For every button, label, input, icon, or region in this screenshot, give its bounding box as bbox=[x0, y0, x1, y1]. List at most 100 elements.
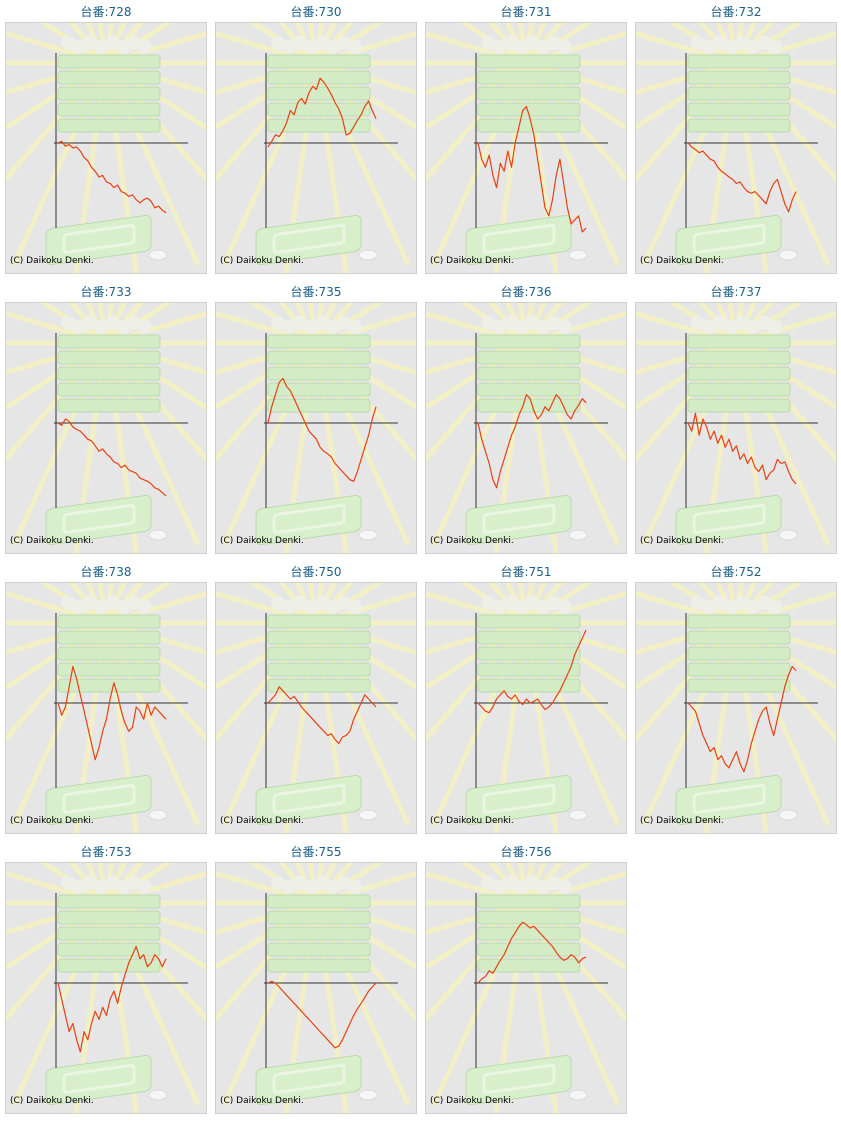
background-ray bbox=[523, 303, 564, 346]
background-ray bbox=[488, 23, 529, 66]
background-tray bbox=[687, 646, 791, 661]
series-line bbox=[267, 686, 377, 745]
chart-panel: (C) Daikoku Denki. bbox=[635, 302, 837, 554]
background-ray bbox=[103, 583, 128, 626]
chart-panel: (C) Daikoku Denki. bbox=[425, 302, 627, 554]
background-figure bbox=[492, 40, 506, 54]
background-ray bbox=[103, 303, 128, 346]
background-figure bbox=[735, 316, 749, 330]
background-tray bbox=[687, 398, 791, 413]
background-figure bbox=[94, 40, 108, 54]
background-tray bbox=[267, 398, 371, 413]
background-figure bbox=[492, 320, 506, 334]
background-figure bbox=[348, 880, 362, 894]
chart-cell: 台番:732 (C) Daikoku Denki. bbox=[634, 0, 838, 280]
chart-svg bbox=[636, 303, 836, 553]
chart-title: 台番:731 bbox=[500, 5, 552, 19]
background-tray bbox=[267, 350, 371, 365]
background-ray bbox=[68, 863, 109, 906]
chart-title: 台番:733 bbox=[80, 285, 132, 299]
background-figure bbox=[304, 40, 318, 54]
background-tray bbox=[687, 382, 791, 397]
background-ray bbox=[216, 591, 319, 626]
background-ray bbox=[278, 303, 319, 346]
chart-svg bbox=[216, 863, 416, 1113]
background-coin bbox=[568, 529, 588, 541]
background-figure bbox=[702, 40, 716, 54]
background-figure bbox=[525, 36, 539, 50]
background-ray bbox=[313, 863, 325, 906]
background-ray bbox=[523, 303, 548, 346]
background-figure bbox=[304, 600, 318, 614]
background-figure bbox=[315, 876, 329, 890]
background-ray bbox=[313, 23, 325, 66]
background-figure bbox=[337, 596, 351, 610]
background-figure bbox=[768, 320, 782, 334]
background-ray bbox=[733, 23, 745, 66]
chart-cell: 台番:750 (C) Daikoku Denki. bbox=[214, 560, 418, 840]
background-ray bbox=[103, 303, 144, 346]
background-figure bbox=[72, 320, 86, 334]
background-ray bbox=[517, 303, 529, 346]
background-tray bbox=[57, 894, 161, 909]
background-coin bbox=[568, 809, 588, 821]
chart-panel: (C) Daikoku Denki. bbox=[5, 862, 207, 1114]
background-ray bbox=[313, 863, 354, 906]
background-tray bbox=[57, 54, 161, 69]
background-ray bbox=[733, 583, 745, 626]
background-base-inner bbox=[482, 1063, 556, 1094]
background-ray bbox=[733, 23, 774, 66]
background-tray bbox=[687, 86, 791, 101]
background-figure bbox=[547, 876, 561, 890]
background-ray bbox=[294, 303, 319, 346]
copyright-text: (C) Daikoku Denki. bbox=[640, 256, 724, 266]
chart-panel: (C) Daikoku Denki. bbox=[215, 582, 417, 834]
background-figure bbox=[127, 876, 141, 890]
chart-title: 台番:730 bbox=[290, 5, 342, 19]
background-ray bbox=[698, 303, 739, 346]
background-base-inner bbox=[692, 223, 766, 254]
background-tray bbox=[267, 334, 371, 349]
background-tray bbox=[267, 382, 371, 397]
background-tray bbox=[477, 118, 581, 133]
background-figure bbox=[271, 876, 285, 890]
background-figure bbox=[271, 316, 285, 330]
series-line bbox=[477, 629, 587, 714]
background-figure bbox=[768, 600, 782, 614]
background-figure bbox=[525, 596, 539, 610]
background-tray bbox=[267, 54, 371, 69]
background-figure bbox=[61, 36, 75, 50]
background-ray bbox=[278, 583, 319, 626]
background-figure bbox=[116, 40, 130, 54]
background-tray bbox=[477, 86, 581, 101]
background-tray bbox=[687, 70, 791, 85]
background-tray bbox=[57, 70, 161, 85]
background-figure bbox=[503, 876, 517, 890]
background-figure bbox=[558, 600, 572, 614]
background-ray bbox=[103, 23, 115, 66]
background-tray bbox=[267, 614, 371, 629]
background-figure bbox=[282, 40, 296, 54]
background-coin bbox=[358, 809, 378, 821]
background-ray bbox=[216, 871, 319, 906]
background-ray bbox=[294, 23, 319, 66]
background-tray bbox=[267, 662, 371, 677]
background-tray bbox=[57, 614, 161, 629]
background-tray bbox=[57, 382, 161, 397]
background-figure bbox=[702, 600, 716, 614]
background-tray bbox=[477, 334, 581, 349]
background-tray bbox=[687, 102, 791, 117]
chart-cell: 台番:751 (C) Daikoku Denki. bbox=[424, 560, 628, 840]
background-figure bbox=[481, 596, 495, 610]
chart-panel: (C) Daikoku Denki. bbox=[5, 302, 207, 554]
series-line bbox=[267, 377, 377, 482]
background-tray bbox=[57, 366, 161, 381]
background-figure bbox=[724, 600, 738, 614]
background-tray bbox=[57, 630, 161, 645]
copyright-text: (C) Daikoku Denki. bbox=[10, 256, 94, 266]
chart-svg bbox=[6, 23, 206, 273]
background-ray bbox=[6, 31, 109, 66]
background-ray bbox=[68, 583, 109, 626]
background-ray bbox=[216, 31, 319, 66]
background-ray bbox=[307, 863, 319, 906]
